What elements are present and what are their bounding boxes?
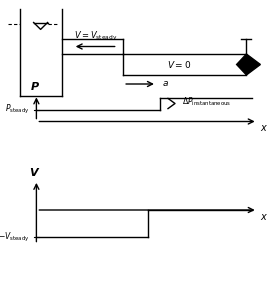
Text: $\boldsymbol{P}$: $\boldsymbol{P}$ (30, 80, 40, 92)
Text: $-V_{\rm steady}$: $-V_{\rm steady}$ (0, 230, 29, 244)
Text: $V = 0$: $V = 0$ (167, 59, 191, 70)
Polygon shape (246, 54, 260, 75)
Text: $V = V_{\rm steady}$: $V = V_{\rm steady}$ (74, 30, 117, 43)
Text: $\Delta P_{\rm instantaneous}$: $\Delta P_{\rm instantaneous}$ (182, 96, 231, 108)
Text: $\boldsymbol{V}$: $\boldsymbol{V}$ (29, 166, 41, 178)
Text: $P_{\rm steady}$: $P_{\rm steady}$ (5, 103, 29, 116)
Text: $x$: $x$ (260, 212, 269, 221)
Polygon shape (237, 54, 246, 75)
Text: $a$: $a$ (162, 80, 169, 88)
Text: $x$: $x$ (260, 123, 269, 133)
